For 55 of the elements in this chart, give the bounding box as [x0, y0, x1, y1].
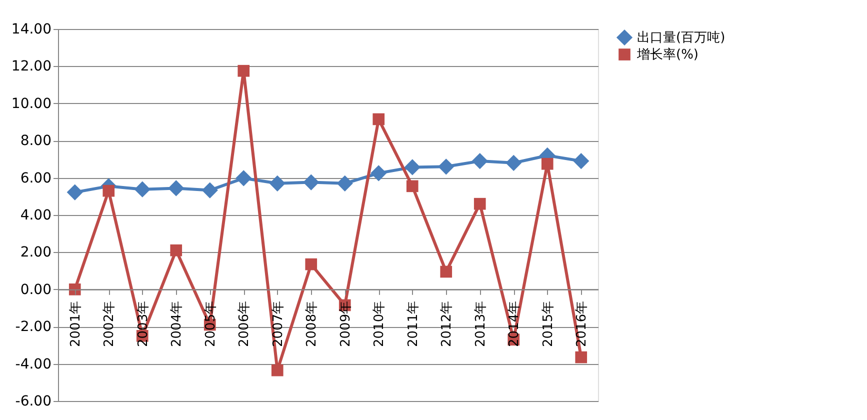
point: [202, 182, 218, 198]
x-tick-label: 2010年: [372, 300, 388, 347]
point: [541, 158, 554, 170]
point: [66, 184, 83, 200]
point: [303, 174, 320, 190]
x-tick-label: 2008年: [304, 300, 320, 347]
point: [236, 170, 252, 186]
point: [170, 244, 182, 256]
point: [102, 184, 115, 197]
point: [472, 153, 488, 170]
x-tick-label: 2007年: [270, 300, 286, 347]
point: [506, 154, 522, 171]
point: [271, 364, 284, 376]
y-tick-label: 10.00: [11, 96, 52, 112]
y-tick-label: 4.00: [20, 208, 52, 224]
x-tick-label: 2004年: [170, 300, 185, 347]
point: [440, 266, 452, 278]
x-tick-label: 2011年: [406, 300, 421, 347]
point: [168, 180, 184, 196]
y-tick-label: 12.00: [11, 58, 52, 75]
x-tick-label: 2009年: [338, 300, 354, 347]
point: [573, 153, 590, 170]
x-tick-label: 2006年: [237, 300, 252, 347]
y-tick-label: 6.00: [20, 170, 52, 186]
x-tick-label: 2015年: [540, 300, 556, 347]
y-tick-label: -4.00: [15, 356, 52, 372]
point: [404, 159, 420, 176]
point: [269, 175, 286, 192]
legend-label: 增长率(%): [636, 46, 698, 62]
point: [134, 181, 150, 198]
point: [238, 64, 250, 77]
y-tick-label: 2.00: [20, 244, 52, 261]
y-tick-label: 0.00: [20, 282, 52, 298]
x-tick-label: 2003年: [136, 300, 151, 347]
x-tick-label: 2014年: [507, 300, 522, 347]
point: [68, 283, 81, 296]
point: [336, 175, 353, 192]
point: [305, 258, 318, 270]
x-tick-label: 2002年: [102, 300, 118, 347]
legend-label: 出口量(百万吨): [637, 30, 726, 46]
point: [438, 158, 454, 175]
y-tick-label: 8.00: [20, 133, 52, 150]
y-tick-label: -6.00: [15, 394, 52, 410]
point: [406, 180, 418, 192]
point: [370, 165, 387, 182]
x-tick-label: 2001年: [68, 300, 84, 347]
x-tick-label: 2012年: [440, 300, 455, 347]
point: [372, 113, 385, 126]
point: [474, 198, 486, 210]
x-tick-label: 2005年: [203, 300, 218, 347]
y-tick-label: 14.00: [11, 22, 52, 38]
point: [575, 351, 588, 364]
y-tick-label: -2.00: [15, 319, 52, 336]
x-tick-label: 2013年: [473, 300, 488, 347]
x-tick-label: 2016年: [574, 300, 590, 347]
